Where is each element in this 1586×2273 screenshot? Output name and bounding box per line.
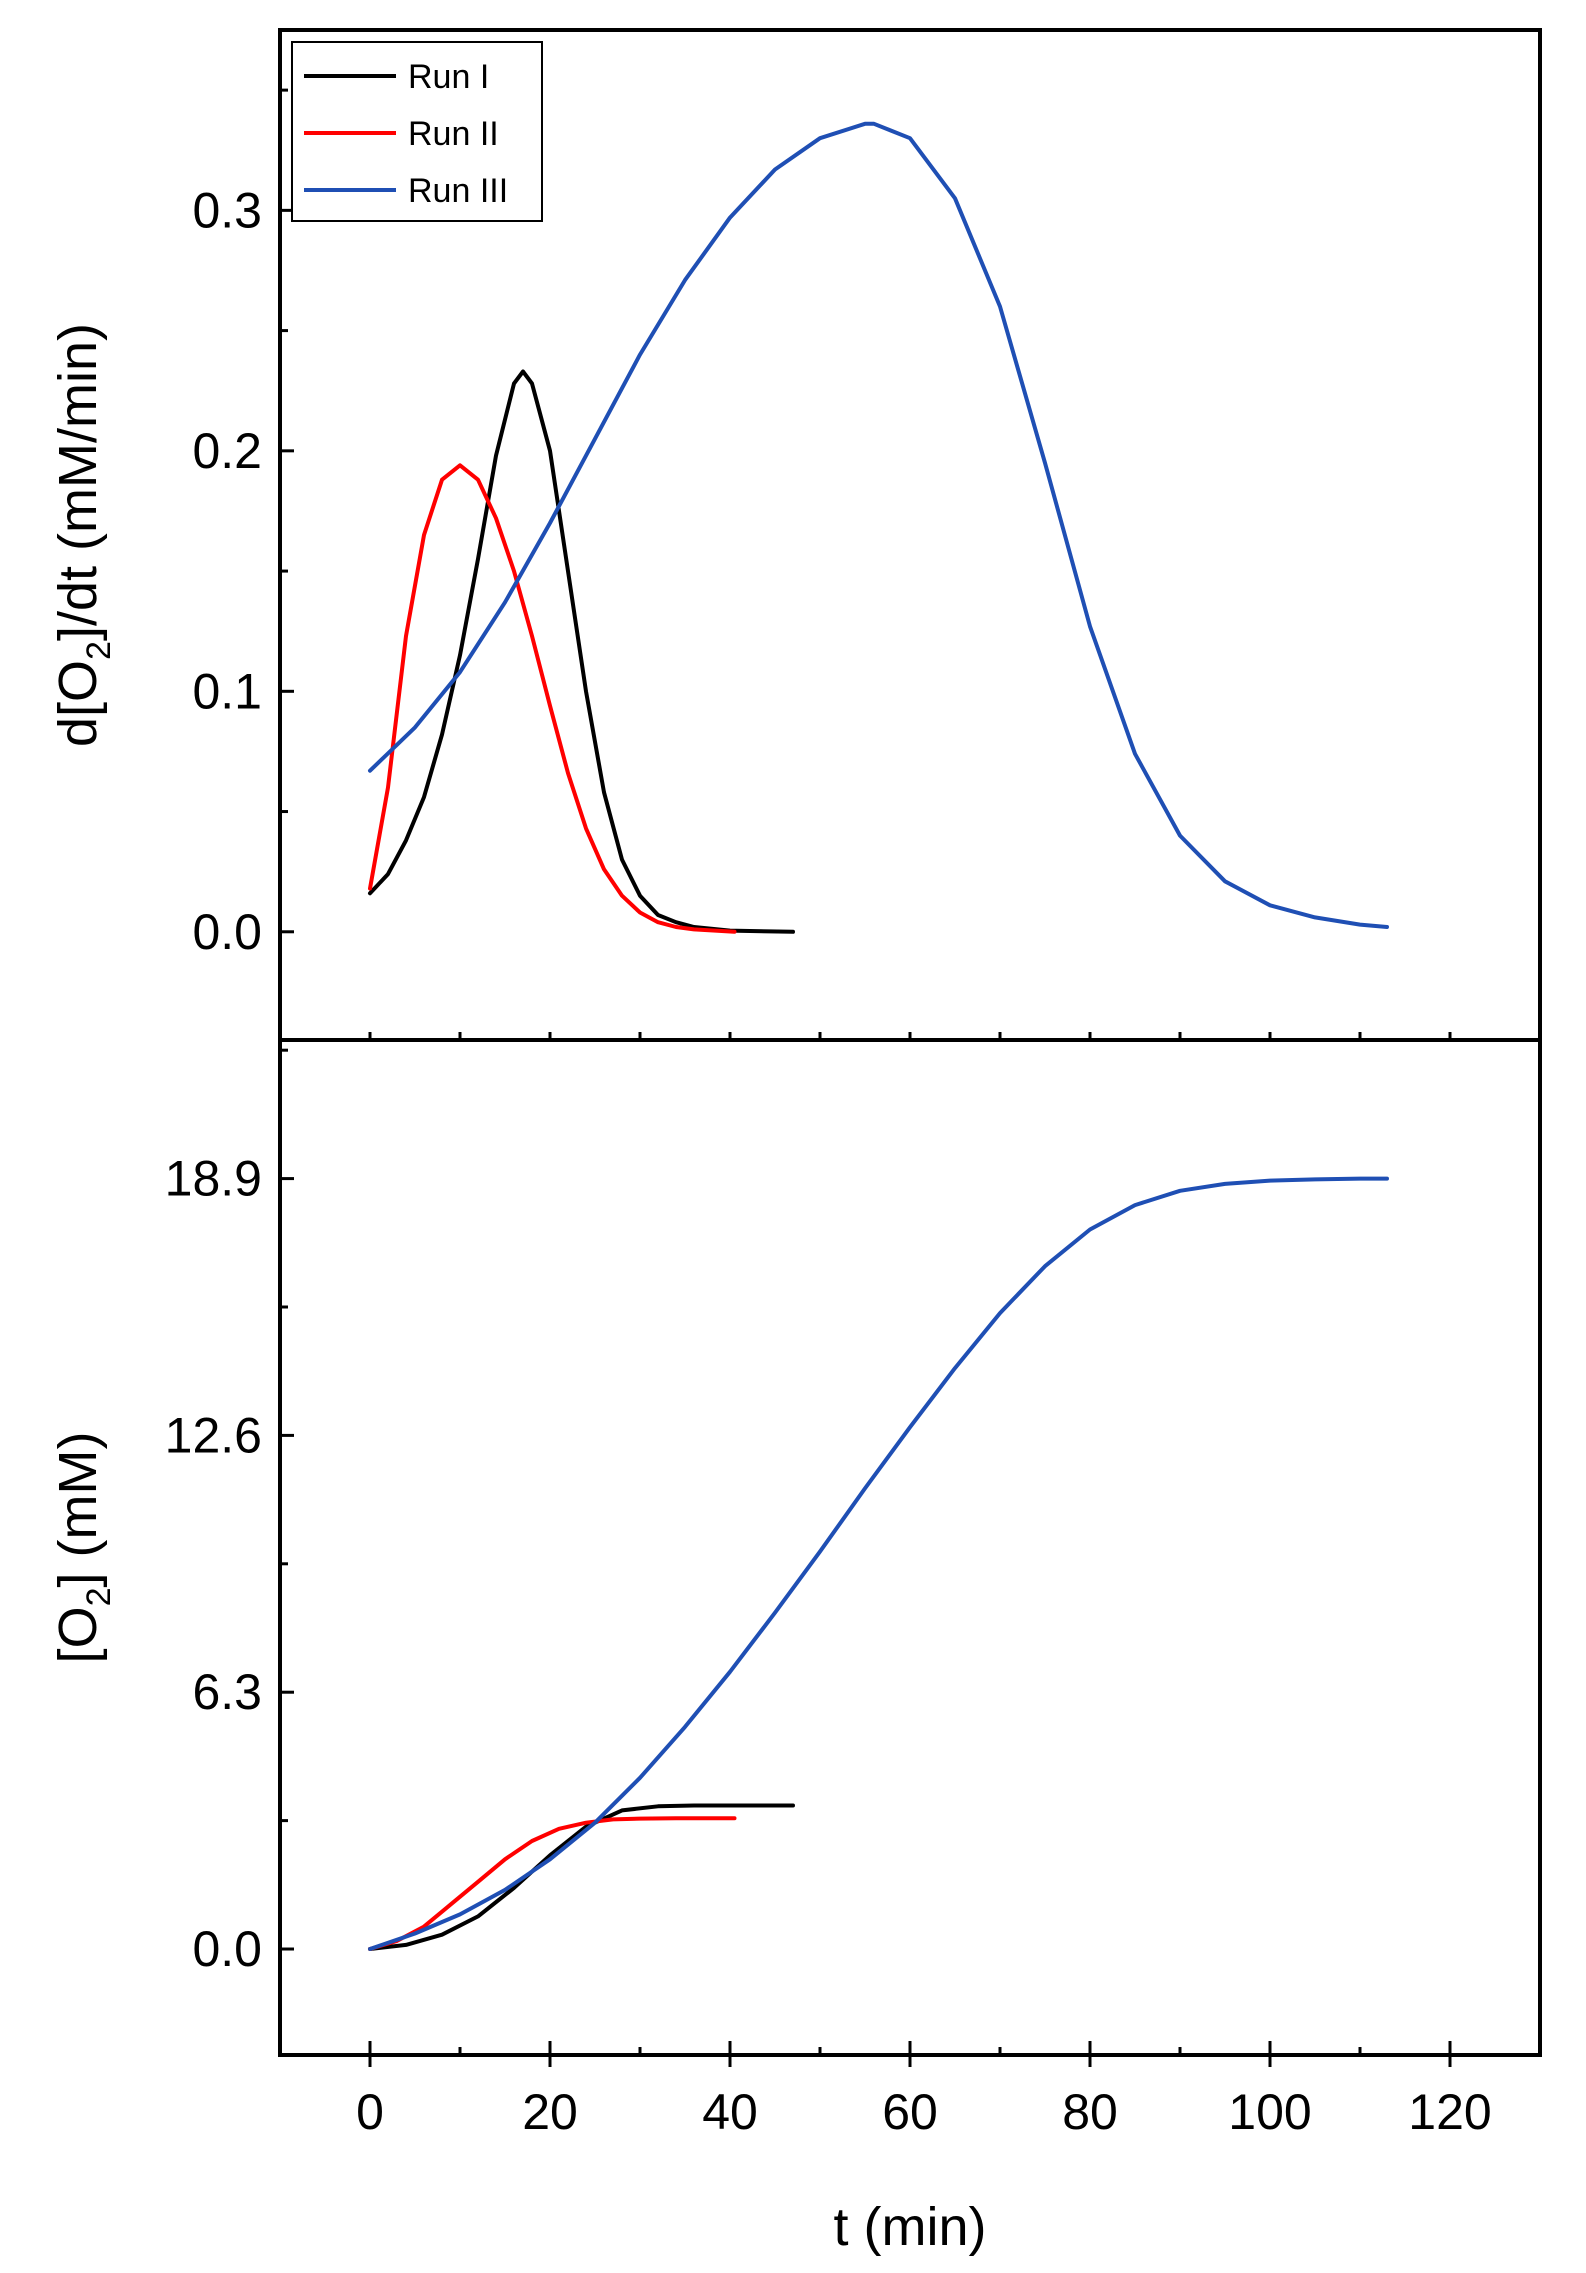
x-tick-label: 80 <box>1062 2084 1118 2140</box>
y-axis-label-suffix: ]/dt (mM/min) <box>48 323 108 641</box>
series-line-run-iii <box>368 121 1389 929</box>
x-tick-label: 20 <box>522 2084 578 2140</box>
x-tick-label: 100 <box>1228 2084 1311 2140</box>
series-line-run-i <box>368 1803 795 1951</box>
y-tick-label: 0.3 <box>192 182 262 238</box>
y-axis-label-prefix: d[O <box>48 660 108 747</box>
y-axis-label-suffix: ] (mM) <box>48 1432 108 1588</box>
y-axis-label-prefix: [O <box>48 1606 108 1663</box>
y-tick-label: 6.3 <box>192 1664 262 1720</box>
x-tick-label: 0 <box>356 2084 384 2140</box>
y-tick-label: 0.2 <box>192 423 262 479</box>
x-tick-label: 120 <box>1408 2084 1491 2140</box>
y-tick-label: 18.9 <box>165 1151 262 1207</box>
x-tick-label: 60 <box>882 2084 938 2140</box>
x-axis-label: t (min) <box>834 2197 987 2257</box>
y-axis-label-subscript: 2 <box>80 1588 118 1607</box>
y-tick-label: 12.6 <box>165 1407 262 1463</box>
y-tick-label: 0.1 <box>192 663 262 719</box>
y-tick-label: 0.0 <box>192 1921 262 1977</box>
x-tick-label: 40 <box>702 2084 758 2140</box>
legend-label: Run II <box>408 115 499 153</box>
series-line-run-i <box>368 369 795 934</box>
y-axis-label-subscript: 2 <box>80 641 118 660</box>
y-tick-label: 0.0 <box>192 904 262 960</box>
series-line-run-ii <box>368 1816 737 1951</box>
legend-label: Run I <box>408 58 489 96</box>
legend-label: Run III <box>408 172 508 210</box>
panel-top: 0.0 0.1 0.2 0.3 d[O2]/dt (mM/min) Run I Run II… <box>48 28 1542 1042</box>
plot-frame <box>278 1038 1542 2057</box>
y-axis-label: d[O2]/dt (mM/min) <box>48 323 118 747</box>
series-line-run-ii <box>368 463 737 934</box>
y-axis-label: [O2] (mM) <box>48 1432 118 1664</box>
panel-bottom: 0.0 6.3 12.6 18.9 [O2] (mM) 0 20 40 60 80 100 120 t … <box>48 1038 1542 2257</box>
series-line-run-iii <box>368 1176 1389 1951</box>
